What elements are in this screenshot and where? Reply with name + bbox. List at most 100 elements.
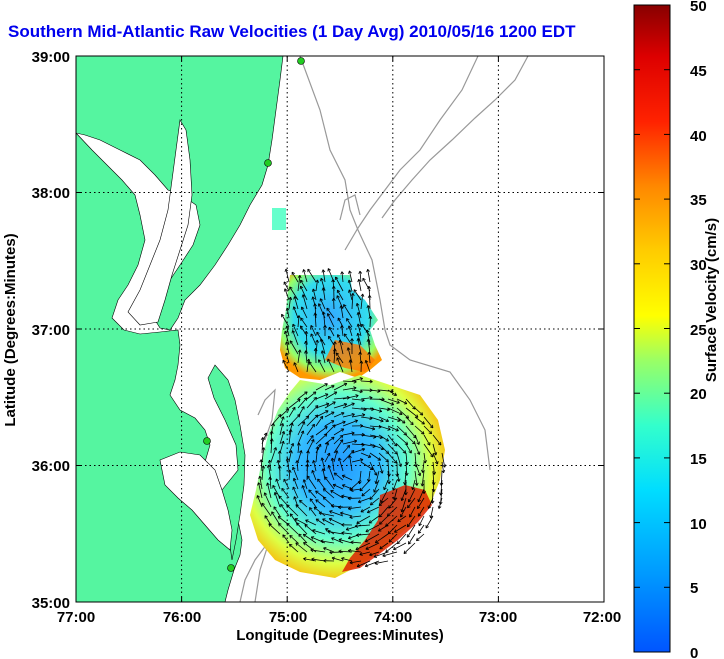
velocity-vector-head: [333, 348, 336, 352]
velocity-vector-head: [402, 452, 406, 454]
velocity-vector: [333, 348, 336, 364]
velocity-vector-head: [388, 506, 392, 509]
velocity-vector: [315, 426, 328, 436]
colorbar-tick-label: 15: [690, 451, 707, 468]
velocity-vector-head: [418, 514, 422, 517]
velocity-vector: [379, 542, 389, 550]
velocity-vector: [417, 524, 425, 534]
velocity-vector-head: [350, 541, 354, 545]
velocity-vector: [423, 452, 426, 464]
velocity-vector: [323, 547, 335, 553]
velocity-vector: [430, 506, 434, 519]
velocity-vector-head: [369, 381, 373, 384]
velocity-vector: [378, 389, 394, 392]
velocity-vector: [369, 461, 377, 476]
velocity-vector-head: [386, 438, 389, 442]
velocity-vector: [313, 506, 326, 517]
velocity-vector-head: [257, 482, 259, 486]
velocity-vector-head: [341, 557, 344, 561]
velocity-vector-head: [357, 338, 361, 341]
velocity-vector: [333, 412, 345, 418]
velocity-vector-head: [320, 278, 322, 282]
velocity-vector-head: [378, 528, 381, 532]
velocity-vector: [297, 450, 302, 463]
velocity-vector-head: [430, 430, 433, 434]
velocity-vector: [331, 458, 335, 472]
velocity-vector-head: [309, 507, 313, 509]
velocity-vector-head: [282, 534, 286, 537]
radar-stations: [203, 57, 305, 572]
velocity-vector-head: [419, 472, 422, 476]
velocity-vector: [284, 288, 290, 301]
velocity-vector: [405, 425, 417, 439]
velocity-vector: [368, 515, 380, 524]
velocity-vector-head: [369, 496, 371, 500]
velocity-vector-head: [258, 482, 261, 486]
velocity-vector-head: [350, 488, 354, 491]
velocity-vector-head: [307, 475, 311, 478]
velocity-vector-head: [292, 323, 296, 327]
velocity-vector-head: [300, 285, 304, 289]
velocity-vector: [299, 499, 308, 508]
velocity-vector: [432, 443, 437, 456]
velocity-vector-head: [348, 445, 351, 449]
velocity-vector-head: [296, 442, 300, 446]
velocity-vector-head: [348, 550, 351, 553]
velocity-vector: [332, 484, 344, 490]
velocity-vector-head: [343, 421, 346, 425]
velocity-vector-head: [358, 351, 361, 356]
velocity-vector: [303, 479, 308, 490]
velocity-vector: [404, 470, 407, 485]
velocity-vector-head: [336, 352, 340, 355]
velocity-vector: [289, 286, 299, 301]
velocity-vector: [360, 407, 375, 410]
velocity-vector: [359, 470, 362, 484]
velocity-vector: [289, 340, 299, 355]
velocity-vector-head: [350, 490, 354, 493]
velocity-vector: [324, 411, 335, 418]
velocity-vector-head: [289, 543, 293, 546]
x-tick-label: 73:00: [479, 609, 517, 626]
velocity-vector: [385, 515, 398, 527]
velocity-vector: [432, 461, 435, 475]
velocity-vector-head: [314, 414, 318, 417]
velocity-vector-head: [366, 338, 369, 343]
velocity-vector: [368, 470, 371, 482]
velocity-vector-head: [381, 397, 385, 400]
velocity-vector-head: [364, 360, 367, 364]
velocity-vector: [412, 479, 416, 490]
velocity-vector-head: [416, 442, 420, 445]
velocity-vector: [331, 505, 344, 508]
velocity-vector-head: [354, 525, 358, 528]
velocity-vector-head: [292, 330, 296, 333]
velocity-vector: [310, 325, 317, 337]
velocity-vector: [286, 504, 299, 517]
velocity-vector: [351, 398, 365, 401]
velocity-vector-head: [300, 430, 304, 433]
velocity-vector-head: [321, 287, 324, 291]
velocity-vector-head: [348, 289, 350, 293]
velocity-vector: [414, 470, 418, 486]
velocity-vector-head: [277, 414, 282, 416]
velocity-vector-head: [277, 516, 280, 520]
velocity-vector-head: [290, 513, 294, 516]
velocity-vector: [358, 279, 362, 292]
velocity-vector-head: [257, 495, 260, 498]
velocity-vector-head: [316, 405, 319, 409]
velocity-vector-head: [360, 509, 363, 513]
velocity-vector: [297, 415, 309, 427]
velocity-vector: [382, 551, 398, 557]
velocity-vector: [315, 279, 318, 292]
velocity-vector: [286, 307, 290, 319]
velocity-vector-head: [396, 479, 400, 482]
velocity-vector-head: [416, 482, 419, 486]
velocity-vector: [414, 461, 421, 476]
velocity-vector-head: [286, 504, 290, 506]
velocity-vector-head: [419, 414, 423, 416]
radar-station: [264, 159, 272, 167]
velocity-vector-head: [349, 455, 352, 459]
velocity-vector: [403, 542, 416, 554]
velocity-vector: [342, 387, 357, 391]
velocity-vector: [387, 398, 400, 404]
y-axis-label: Latitude (Degrees:Minutes): [2, 233, 19, 426]
